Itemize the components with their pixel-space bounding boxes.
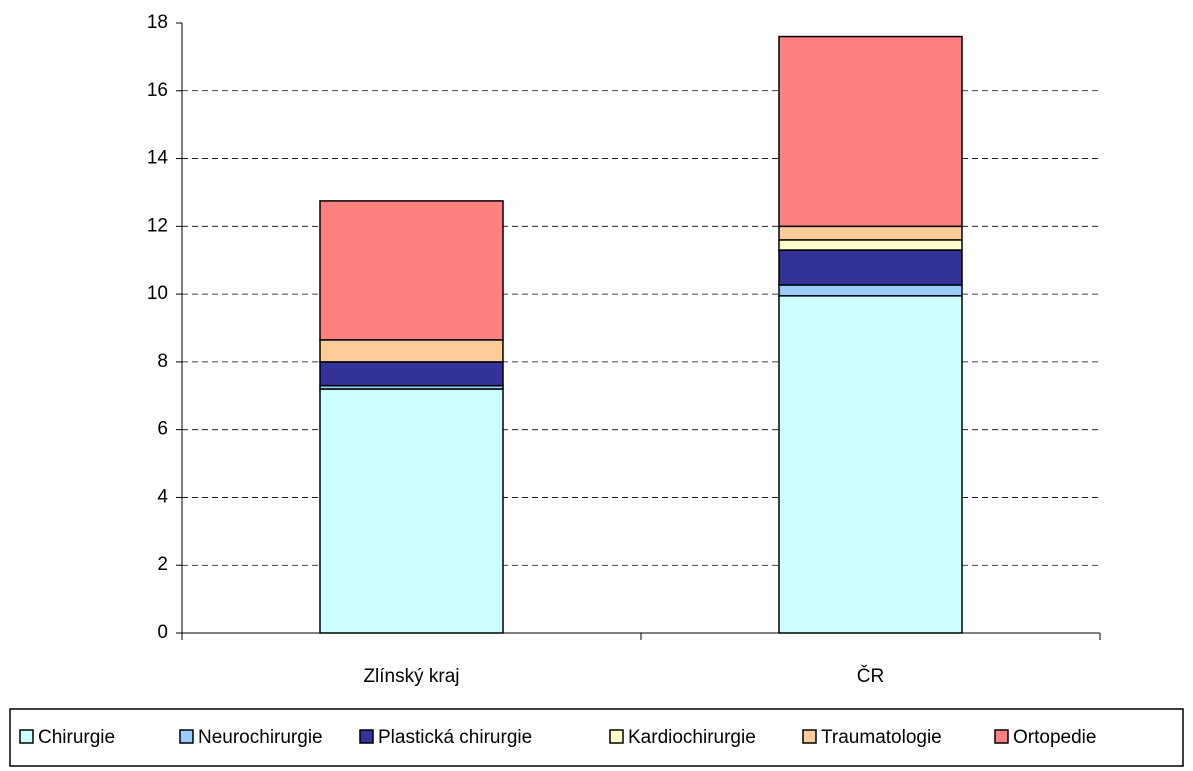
legend-label: Plastická chirurgie [378,727,532,748]
y-tick-label: 6 [157,419,168,440]
bar-segment [778,249,963,286]
y-tick-label: 16 [147,80,168,101]
x-tick-label: ČR [857,665,884,687]
bar-segment [778,295,963,634]
x-tick-label: Zlínský kraj [363,666,459,687]
y-tick-label: 0 [157,622,168,643]
bar-segment [778,225,963,241]
legend-swatch [802,729,817,744]
legend-label: Traumatologie [821,727,942,748]
legend-swatch [609,729,624,744]
y-tick-label: 8 [157,351,168,372]
legend-swatch [19,729,34,744]
bar-segment [319,339,504,363]
bar-segment [778,239,963,251]
legend-swatch [359,729,374,744]
legend-swatch [179,729,194,744]
y-tick-label: 12 [147,215,168,236]
y-tick-label: 10 [147,283,168,304]
legend-label: Chirurgie [38,727,115,748]
bar-segment [319,200,504,341]
legend-label: Neurochirurgie [198,727,323,748]
bar-segment [778,284,963,297]
legend-swatch [994,729,1009,744]
bar-segment [778,35,963,228]
legend-label: Ortopedie [1013,727,1096,748]
legend-box [9,708,1184,767]
bar-segment [319,388,504,634]
bar-segment [319,361,504,387]
legend-label: Kardiochirurgie [628,727,756,748]
y-tick-label: 4 [157,486,168,507]
y-tick-label: 18 [147,12,168,33]
y-tick-label: 2 [157,554,168,575]
y-tick-label: 14 [147,148,169,169]
